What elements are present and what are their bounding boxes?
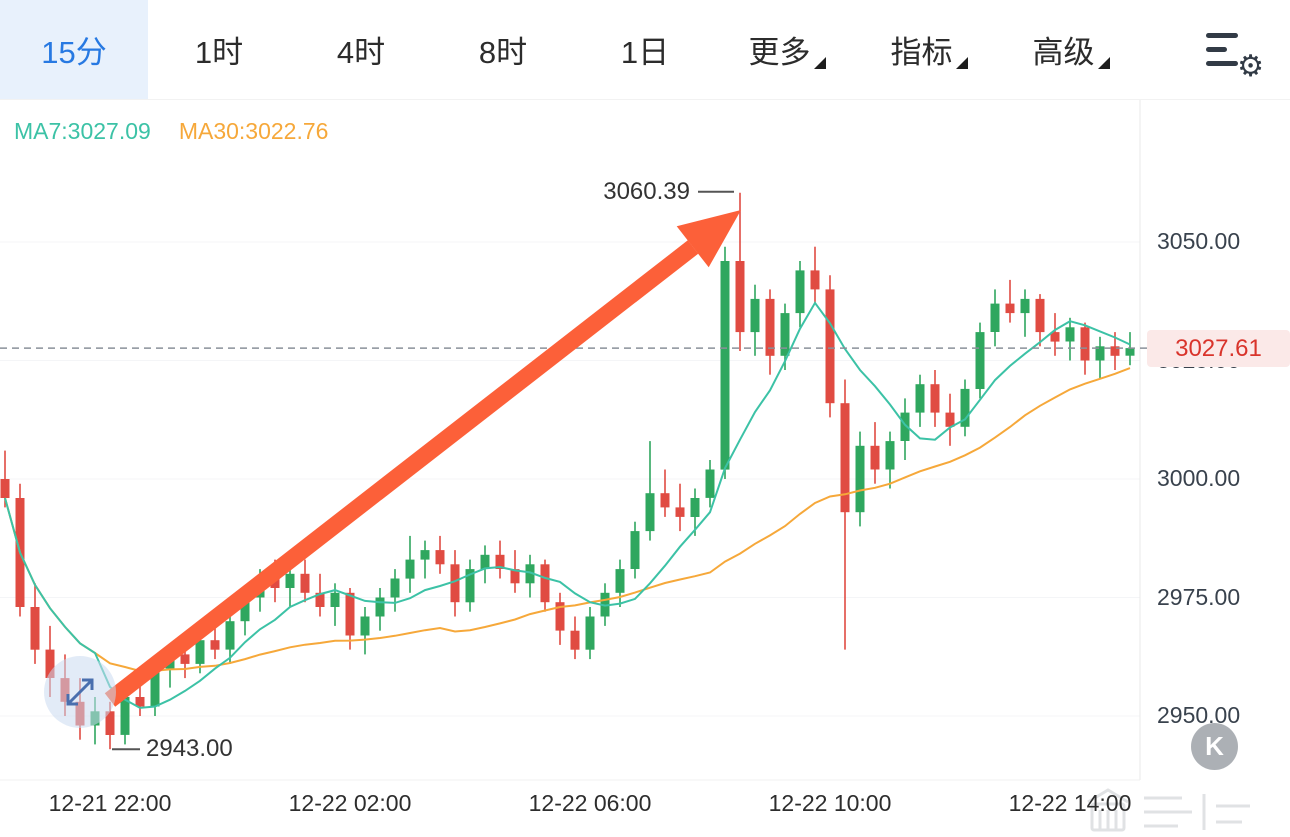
trend-arrow-annotation [104, 210, 741, 707]
zoom-expand-button[interactable] [44, 656, 116, 728]
current-price-badge: 3027.61 [1147, 330, 1290, 367]
diagonal-arrows-icon [66, 678, 94, 706]
tab-1hour[interactable]: 1时 [194, 35, 244, 70]
tab-more[interactable]: 更多 [716, 0, 858, 99]
ma30-label: MA30:3022.76 [178, 118, 329, 144]
tab-1day[interactable]: 1日 [620, 35, 670, 70]
chevron-down-icon [813, 56, 826, 69]
k-floating-button[interactable]: K [1191, 723, 1238, 770]
chart-settings-icon[interactable]: ⚙ [1204, 28, 1264, 82]
chevron-down-icon [1097, 56, 1110, 69]
ma7-label: MA7:3027.09 [14, 118, 151, 144]
list-bars-icon [1206, 33, 1238, 66]
chevron-down-icon [955, 56, 968, 69]
gear-icon: ⚙ [1237, 50, 1264, 83]
tab-advanced[interactable]: 高级 [1000, 0, 1142, 99]
tab-4hour[interactable]: 4时 [336, 35, 386, 70]
tab-8hour[interactable]: 8时 [478, 35, 528, 70]
tab-indicators[interactable]: 指标 [858, 0, 1000, 99]
tab-15min[interactable]: 15分 [0, 0, 148, 99]
ma-indicator-row: MA7:3027.09 MA30:3022.76 [14, 118, 328, 145]
timeframe-tab-bar: 15分 1时 4时 8时 1日 更多 指标 高级 ⚙ [0, 0, 1290, 100]
low-price-annotation: 2943.00 [146, 735, 233, 762]
high-price-annotation: 3060.39 [603, 178, 690, 205]
